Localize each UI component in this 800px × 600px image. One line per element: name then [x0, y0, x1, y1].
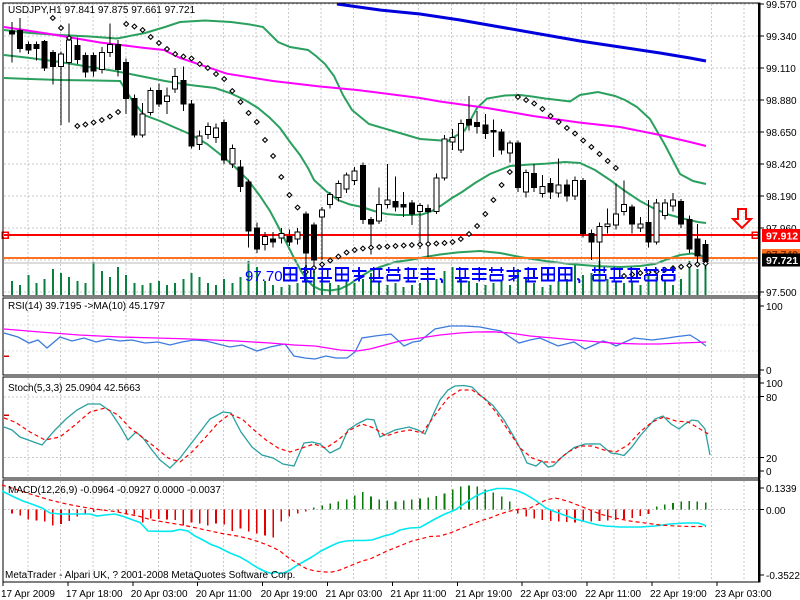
- svg-text:0.00: 0.00: [766, 506, 786, 517]
- svg-text:100: 100: [766, 302, 783, 313]
- svg-text:20: 20: [766, 454, 778, 465]
- svg-text:100: 100: [766, 379, 783, 390]
- svg-text:0: 0: [766, 366, 772, 377]
- svg-text:97.721: 97.721: [766, 255, 798, 267]
- svg-text:0.1339: 0.1339: [766, 484, 797, 495]
- svg-text:Stoch(5,3,3) 25.0904 42.5663: Stoch(5,3,3) 25.0904 42.5663: [8, 383, 141, 394]
- svg-text:MetaTrader - Alpari UK, ? 2001: MetaTrader - Alpari UK, ? 2001-2008 Meta…: [5, 570, 295, 581]
- svg-text:98.880: 98.880: [766, 96, 797, 107]
- svg-text:98.190: 98.190: [766, 192, 797, 203]
- svg-text:RSI(14) 39.7195 ->MA(10) 45.1: RSI(14) 39.7195 ->MA(10) 45.1797: [8, 301, 165, 312]
- svg-text:17 Apr 2009: 17 Apr 2009: [1, 589, 55, 600]
- svg-text:0: 0: [766, 467, 772, 478]
- svg-text:-0.3522: -0.3522: [766, 571, 800, 582]
- svg-text:99.340: 99.340: [766, 32, 797, 43]
- svg-text:USDJPY,H1 97.841 97.875 97.66: USDJPY,H1 97.841 97.875 97.661 97.721: [8, 5, 196, 16]
- svg-text:21 Apr 19:00: 21 Apr 19:00: [455, 589, 512, 600]
- svg-text:80: 80: [766, 393, 778, 404]
- svg-text:20 Apr 11:00: 20 Apr 11:00: [196, 589, 252, 600]
- svg-text:97.500: 97.500: [766, 288, 797, 299]
- svg-text:98.650: 98.650: [766, 128, 797, 139]
- svg-text:21 Apr 11:00: 21 Apr 11:00: [390, 589, 446, 600]
- svg-text:22 Apr 19:00: 22 Apr 19:00: [650, 589, 707, 600]
- svg-text:99.110: 99.110: [766, 64, 796, 75]
- svg-text:MACD(12,26,9) -0.0964 -0.0927: MACD(12,26,9) -0.0964 -0.0927 0.0000 -0.…: [8, 485, 221, 496]
- svg-text:23 Apr 03:00: 23 Apr 03:00: [715, 589, 772, 600]
- svg-text:17 Apr 18:00: 17 Apr 18:00: [66, 589, 123, 600]
- svg-text:99.570: 99.570: [766, 0, 797, 11]
- svg-text:97.70: 97.70: [245, 268, 283, 285]
- svg-text:22 Apr 03:00: 22 Apr 03:00: [520, 589, 577, 600]
- svg-text:98.420: 98.420: [766, 160, 797, 171]
- svg-text:97.912: 97.912: [766, 231, 798, 243]
- svg-text:20 Apr 19:00: 20 Apr 19:00: [261, 589, 318, 600]
- svg-text:20 Apr 03:00: 20 Apr 03:00: [131, 589, 188, 600]
- svg-text:21 Apr 03:00: 21 Apr 03:00: [326, 589, 383, 600]
- svg-text:22 Apr 11:00: 22 Apr 11:00: [585, 589, 641, 600]
